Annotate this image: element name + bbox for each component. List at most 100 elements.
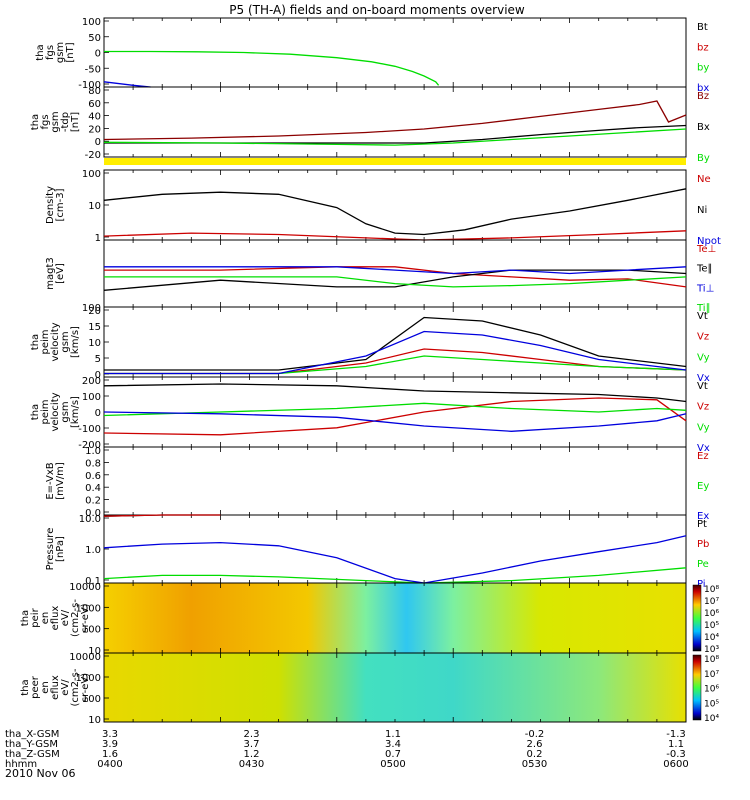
y-tick-label: 0 xyxy=(95,49,101,60)
x-tick-value: 3.3 xyxy=(102,729,118,740)
y-tick-label: 10000 xyxy=(69,652,101,663)
legend-ni: Ni xyxy=(697,205,707,216)
y-tick-label: 20 xyxy=(88,124,101,135)
y-axis-label: -tdp xyxy=(60,112,71,132)
panel-frame xyxy=(103,239,687,308)
y-tick-label: 10 xyxy=(88,715,101,726)
legend-te⊥: Te⊥ xyxy=(696,244,716,255)
y-axis-label: Pressure xyxy=(45,528,56,571)
mode-bar xyxy=(104,158,686,165)
colorbar-tick-label: 10⁸ xyxy=(704,585,719,595)
y-tick-label: 100 xyxy=(82,303,101,314)
y-tick-label: -100 xyxy=(78,424,101,435)
x-row-label: tha_Y-GSM xyxy=(5,739,58,750)
legend-vz: Vz xyxy=(697,402,709,413)
x-tick-value: 0530 xyxy=(522,759,547,770)
colorbar-tick-label: 10⁵ xyxy=(704,621,719,631)
y-axis-label: peim xyxy=(40,399,51,424)
y-axis-label: (cm2-s- xyxy=(70,599,81,637)
series-line-vy xyxy=(103,402,687,417)
y-tick-label: 100 xyxy=(82,392,101,403)
x-row-label: tha_Z-GSM xyxy=(5,749,60,760)
y-tick-label: 80 xyxy=(88,86,101,97)
y-tick-label: 50 xyxy=(88,33,101,44)
series-line-ti⊥ xyxy=(104,266,687,275)
x-tick-value: 3.4 xyxy=(385,739,401,750)
y-tick-label: 20 xyxy=(88,306,101,317)
y-tick-label: 10 xyxy=(88,646,101,657)
legend-ti⊥: Ti⊥ xyxy=(696,283,714,294)
y-tick-label: 0.1 xyxy=(85,576,101,587)
x-tick-value: 0.7 xyxy=(385,749,401,760)
y-tick-label: 100 xyxy=(82,625,101,636)
legend-bx: bx xyxy=(697,83,709,94)
series-line-vy xyxy=(104,355,687,375)
y-tick-label: -100 xyxy=(78,80,101,91)
y-axis-label: gsm xyxy=(60,331,71,352)
y-axis-label: eflux xyxy=(50,606,61,631)
colorbar-tick-label: 10⁵ xyxy=(704,699,719,709)
legend-npot: Npot xyxy=(697,236,721,247)
y-tick-label: 1 xyxy=(95,233,101,244)
series-line-by xyxy=(104,50,440,86)
y-tick-label: 100 xyxy=(82,169,101,180)
series-line-ti∥ xyxy=(104,276,687,288)
series-line-vx xyxy=(104,330,687,375)
x-tick-value: 0400 xyxy=(97,759,122,770)
y-axis-label: [cm-3] xyxy=(55,188,66,221)
y-axis-label: tha xyxy=(20,679,31,695)
legend-ne: Ne xyxy=(697,174,711,185)
colorbar-tick-label: 10⁶ xyxy=(704,685,719,695)
legend-pe: Pe xyxy=(697,559,709,570)
y-axis-label: eV/ xyxy=(60,609,71,626)
y-axis-label: velocity xyxy=(50,392,61,431)
series-line-vz xyxy=(103,397,687,436)
y-axis-label: peim xyxy=(40,329,51,354)
y-axis-label: sr-eV) xyxy=(80,603,91,632)
y-tick-label: 15 xyxy=(88,322,101,333)
colorbar-tick-label: 10⁴ xyxy=(704,714,719,724)
y-axis-label: fgs xyxy=(40,114,51,129)
x-row-label: hhmm xyxy=(5,759,37,770)
x-tick-value: 2.3 xyxy=(244,729,260,740)
legend-vx: Vx xyxy=(697,443,710,454)
series-line-ni xyxy=(103,188,687,236)
legend-bz: bz xyxy=(697,42,709,53)
y-tick-label: 1000 xyxy=(76,603,101,614)
x-tick-value: 0430 xyxy=(239,759,264,770)
legend-bx: Bx xyxy=(697,122,710,133)
series-line-vx xyxy=(103,411,687,432)
series-line-te∥ xyxy=(103,269,687,291)
legend-by: by xyxy=(697,63,709,74)
y-axis-label: peer xyxy=(30,675,41,699)
colorbar xyxy=(692,584,702,652)
y-axis-label: (cm2-s- xyxy=(70,668,81,706)
series-line-by xyxy=(103,128,687,146)
legend-vt: Vt xyxy=(697,311,708,322)
y-tick-label: 60 xyxy=(88,99,101,110)
y-axis-label: magt3 xyxy=(45,257,56,290)
legend-pb: Pb xyxy=(697,539,709,550)
y-tick-label: 100 xyxy=(82,17,101,28)
series-line-bz xyxy=(103,100,687,141)
y-axis-label: [nT] xyxy=(70,112,81,132)
y-axis-label: Density xyxy=(45,186,56,224)
y-axis-label: E=-VxB xyxy=(45,462,56,499)
y-axis-label: [km/s] xyxy=(70,396,81,428)
series-line-vt xyxy=(103,383,687,403)
y-axis-label: gsm xyxy=(50,111,61,132)
y-tick-label: 0.4 xyxy=(85,483,101,494)
series-line-bx xyxy=(103,81,151,88)
y-axis-label: tha xyxy=(30,114,41,130)
y-tick-label: 10 xyxy=(88,338,101,349)
y-tick-label: 0 xyxy=(95,137,101,148)
y-axis-label: eflux xyxy=(50,675,61,700)
date-label: 2010 Nov 06 xyxy=(5,767,75,780)
y-tick-label: 10 xyxy=(88,201,101,212)
heatmap-fill xyxy=(104,653,686,722)
y-tick-label: -50 xyxy=(85,64,101,75)
x-tick-value: -1.3 xyxy=(666,729,686,740)
legend-ey: Ey xyxy=(697,481,709,492)
